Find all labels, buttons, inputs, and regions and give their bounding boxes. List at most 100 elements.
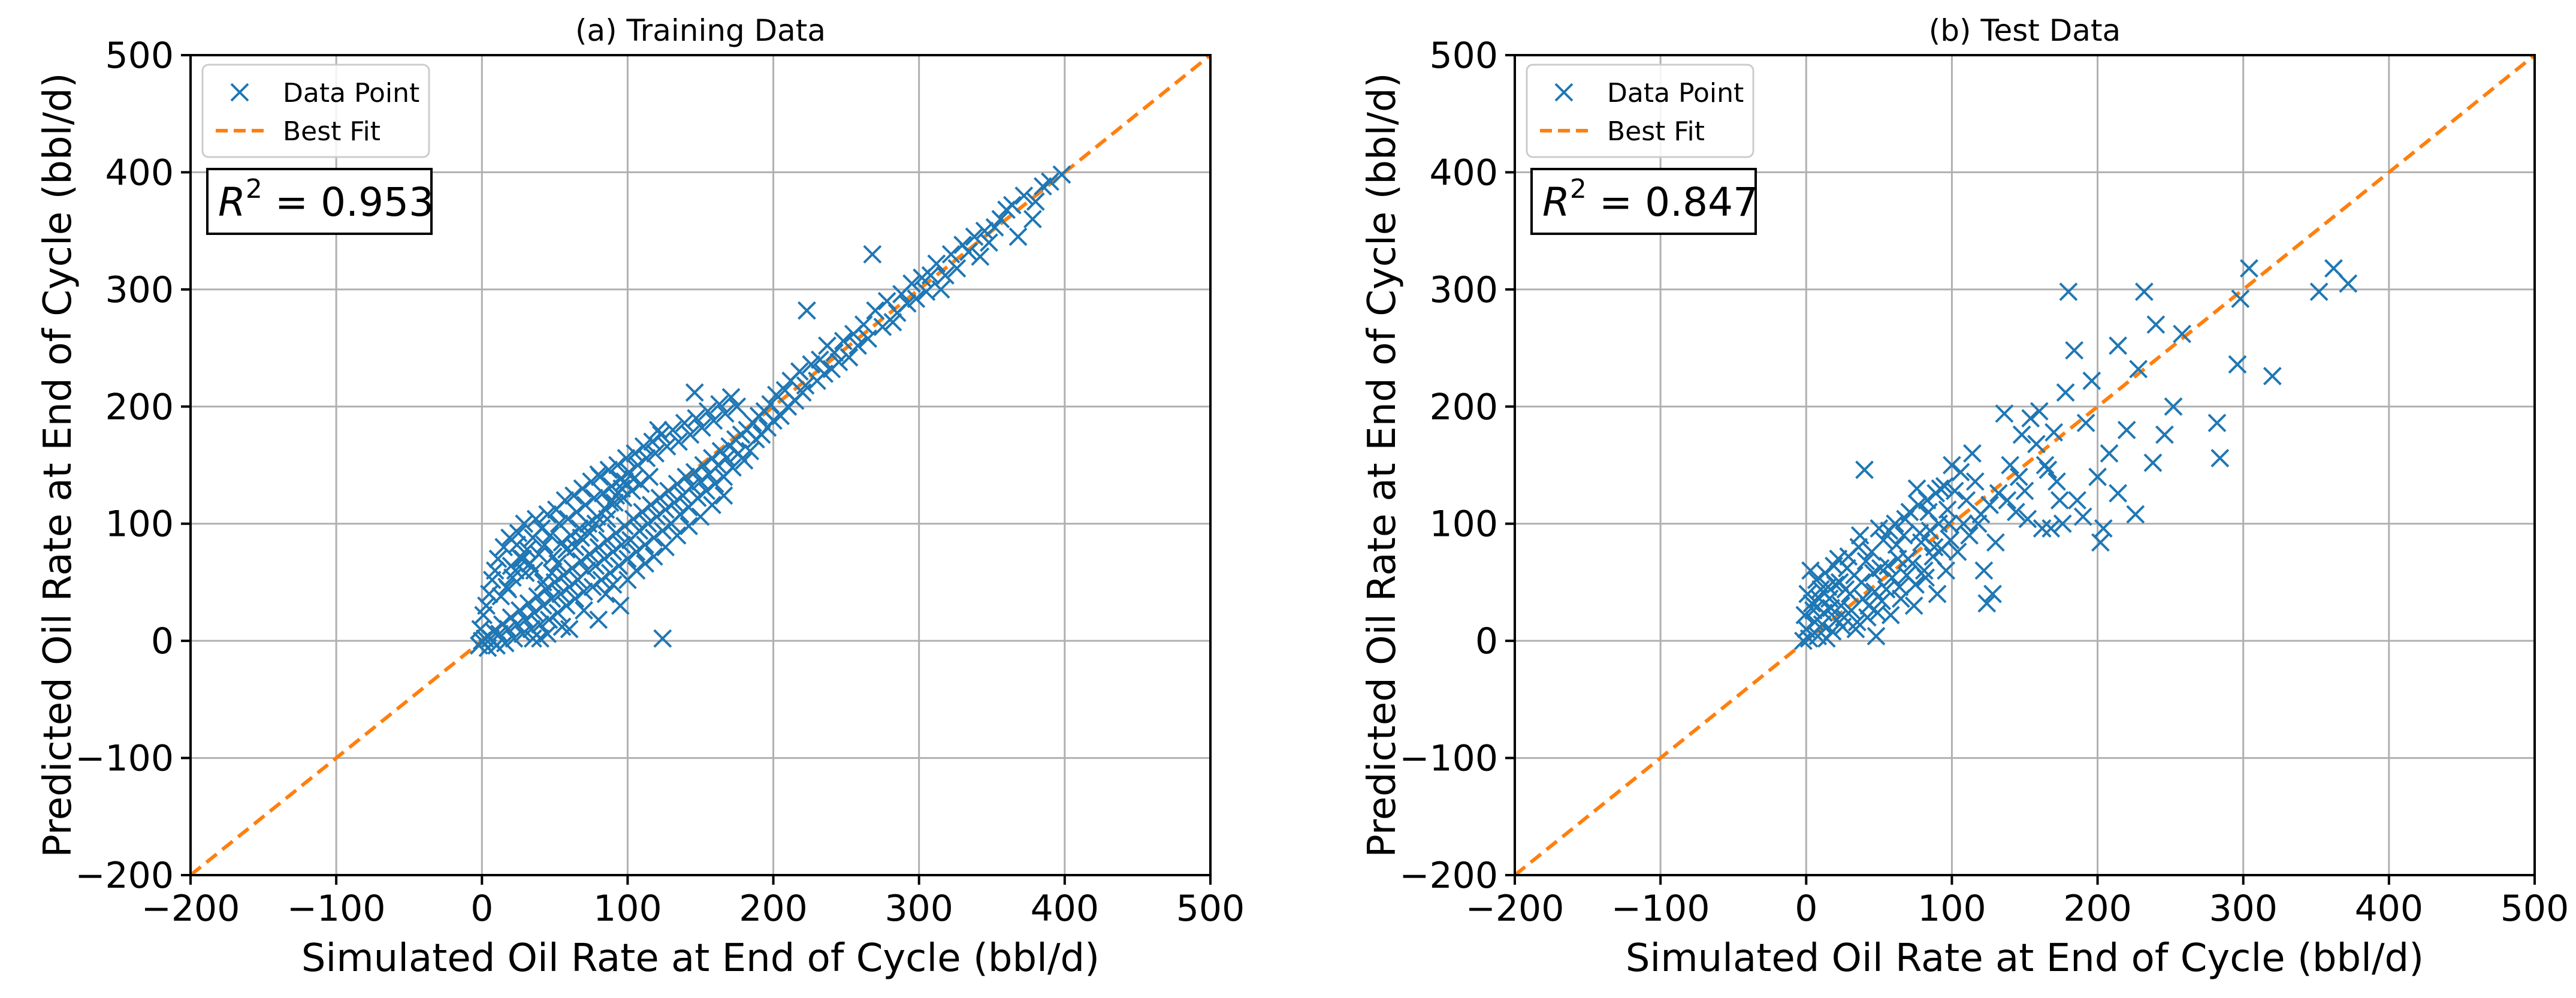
data-point bbox=[639, 514, 657, 533]
data-point bbox=[1891, 589, 1910, 608]
data-point bbox=[1906, 575, 1925, 594]
data-point bbox=[710, 394, 729, 414]
data-point bbox=[525, 561, 544, 580]
data-point bbox=[647, 507, 666, 526]
data-point bbox=[1977, 594, 1997, 613]
data-point bbox=[808, 371, 826, 390]
data-point bbox=[557, 596, 576, 615]
data-point bbox=[2100, 444, 2119, 463]
x-tick-label: 0 bbox=[1795, 888, 1817, 930]
data-point bbox=[1974, 561, 1994, 580]
data-point bbox=[515, 514, 534, 533]
data-point bbox=[624, 509, 643, 529]
data-point bbox=[741, 442, 760, 460]
data-point bbox=[694, 456, 713, 475]
data-point bbox=[470, 636, 488, 655]
data-point bbox=[844, 324, 863, 343]
data-point bbox=[675, 414, 694, 433]
data-point bbox=[1928, 584, 1947, 604]
data-point bbox=[548, 603, 567, 622]
data-point bbox=[1023, 210, 1042, 229]
data-point bbox=[715, 404, 735, 423]
data-point bbox=[624, 470, 643, 489]
data-point bbox=[569, 571, 588, 589]
legend-label-data-point: Data Point bbox=[1607, 78, 1744, 108]
data-point bbox=[705, 474, 724, 493]
data-point bbox=[596, 584, 615, 604]
data-point bbox=[917, 282, 936, 301]
data-point bbox=[1825, 556, 1843, 575]
y-tick-label: 0 bbox=[151, 620, 174, 662]
data-point bbox=[721, 388, 741, 407]
data-point bbox=[608, 456, 627, 475]
legend-box bbox=[201, 64, 430, 158]
data-point bbox=[1929, 514, 1948, 533]
data-point bbox=[2056, 383, 2075, 402]
data-point bbox=[1917, 491, 1937, 510]
data-point bbox=[859, 329, 878, 348]
data-point bbox=[1960, 526, 1979, 545]
data-point bbox=[595, 549, 614, 568]
data-point bbox=[1008, 227, 1028, 246]
data-point bbox=[1822, 599, 1841, 617]
data-point bbox=[641, 496, 660, 514]
data-point bbox=[477, 596, 496, 615]
data-point bbox=[2039, 460, 2058, 480]
data-point bbox=[490, 625, 509, 643]
data-point bbox=[488, 549, 508, 568]
data-point bbox=[1995, 404, 2014, 423]
data-point bbox=[781, 371, 801, 390]
r-symbol: R bbox=[218, 179, 246, 225]
data-point bbox=[605, 493, 624, 512]
data-point bbox=[2053, 514, 2072, 533]
data-point bbox=[927, 254, 946, 273]
data-point bbox=[2042, 519, 2061, 538]
data-point bbox=[1819, 577, 1838, 596]
data-point bbox=[526, 509, 545, 529]
data-point bbox=[2210, 448, 2230, 468]
data-point bbox=[2045, 423, 2064, 442]
y-tick-label: −100 bbox=[1399, 738, 1498, 780]
data-point bbox=[1998, 491, 2017, 510]
data-point bbox=[810, 350, 829, 369]
data-point bbox=[691, 472, 710, 491]
data-point bbox=[558, 509, 578, 529]
data-point bbox=[2173, 324, 2192, 343]
r-squared-value: = 0.847 bbox=[1587, 179, 1758, 225]
data-point bbox=[2018, 509, 2037, 529]
data-point bbox=[485, 561, 505, 580]
best-fit-line bbox=[1515, 55, 2535, 875]
data-point bbox=[1859, 596, 1879, 615]
data-point bbox=[659, 481, 678, 500]
data-point bbox=[573, 479, 592, 498]
data-point bbox=[971, 247, 990, 266]
data-point bbox=[1983, 584, 2002, 604]
panel-test: −200 −100 0 100 200 300 400 500 −200 −100 0 100 200 3… bbox=[1360, 13, 2569, 981]
x-tick-label: −100 bbox=[287, 888, 386, 930]
data-point bbox=[538, 625, 557, 643]
data-point bbox=[2033, 519, 2052, 538]
data-point bbox=[1877, 580, 1896, 599]
data-point bbox=[560, 577, 579, 596]
y-tick-label: 500 bbox=[105, 35, 174, 77]
data-point bbox=[657, 437, 677, 456]
data-point bbox=[529, 545, 548, 563]
data-point bbox=[668, 474, 687, 493]
data-point bbox=[1052, 165, 1071, 184]
data-point bbox=[566, 589, 585, 608]
data-point bbox=[953, 236, 973, 255]
data-point bbox=[2001, 456, 2020, 475]
data-point bbox=[471, 620, 490, 639]
y-axis-label: Predicted Oil Rate at End of Cycle (bbl/… bbox=[36, 73, 80, 857]
data-point bbox=[2126, 505, 2145, 524]
data-point bbox=[848, 336, 868, 355]
y-tick-label: 100 bbox=[1429, 503, 1498, 545]
data-point bbox=[634, 437, 653, 456]
data-point bbox=[1867, 626, 1886, 646]
x-axis-label: Simulated Oil Rate at End of Cycle (bbl/… bbox=[301, 936, 1100, 981]
y-axis-label: Predicted Oil Rate at End of Cycle (bbl/… bbox=[1360, 73, 1405, 857]
data-point bbox=[714, 468, 733, 486]
data-point bbox=[677, 468, 696, 486]
data-point bbox=[1850, 526, 1870, 545]
data-point bbox=[1920, 521, 1940, 540]
